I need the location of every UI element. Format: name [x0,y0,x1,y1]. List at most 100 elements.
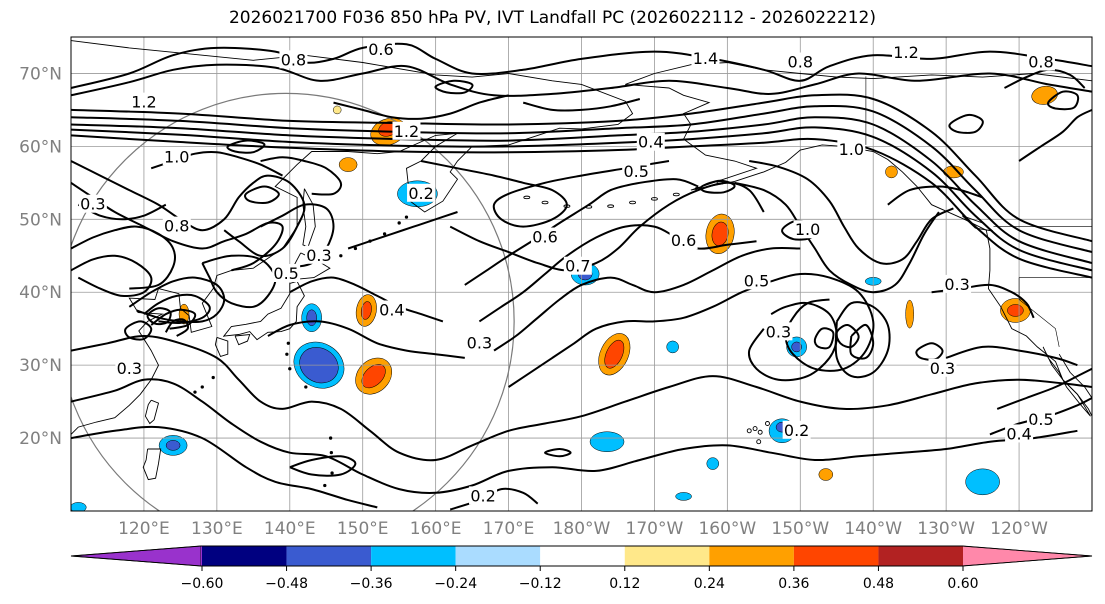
small-island [329,451,334,455]
small-island [404,215,409,219]
contour-label: 1.0 [839,140,864,159]
pv-negative-area [706,457,720,470]
contour-label: 1.2 [893,43,918,62]
contour-label: 0.5 [273,264,298,283]
pv-negative-core [165,440,181,451]
ivt-contour-line [478,224,757,323]
small-island [248,529,250,531]
latitude-tick-label: 60°N [19,137,62,157]
ivt-contour-line [834,301,891,379]
contour-label: 1.4 [693,49,718,68]
contour-label-mask [272,264,301,282]
contour-label: 0.3 [766,322,791,341]
ivt-contour-loop [244,185,280,205]
latitude-tick-label: 30°N [19,356,62,376]
ivt-contour-loop [699,179,736,194]
colorbar-bin [793,546,879,566]
aleutian-island [607,204,615,208]
contour-label: 0.6 [671,231,696,250]
ivt-contour-line [887,185,983,206]
ivt-contour-line [143,293,211,325]
contour-label: 1.2 [394,122,419,141]
ivt-contour-line [420,160,670,228]
contour-label: 0.4 [638,133,663,152]
colorbar-bin [286,546,372,566]
small-island [353,246,358,251]
contour-label: 0.3 [930,359,955,378]
contour-label: 0.7 [565,257,590,276]
contour-label: 0.8 [281,50,306,69]
longitude-tick-label: 150°E [337,519,389,539]
ivt-contour-line [71,181,284,272]
contour-label: 0.3 [117,359,142,378]
contour-label-mask [636,132,665,151]
ivt-contour-line [464,178,699,286]
longitude-tick-label: 140°W [844,519,902,539]
contour-label: 0.5 [1028,410,1053,429]
small-island [211,375,215,380]
ivt-contour-line [71,334,1092,462]
hawaiian-island [752,426,758,432]
contour-label: 0.2 [470,486,495,505]
colorbar-bin [202,546,287,566]
graticule [71,37,1092,511]
small-island [330,471,334,475]
colorbar-tick-label: −0.36 [350,576,393,592]
colorbar-bin [455,546,541,566]
small-island [328,436,333,440]
colorbar-bin [878,546,963,566]
ivt-contour-line [747,301,838,382]
contour-label-mask [78,194,107,213]
contour-label: 0.3 [467,333,492,352]
ivt-contour-line [71,104,1092,254]
ivt-contour-loop [1047,90,1080,111]
contour-label-mask [469,486,498,505]
coastline [142,448,162,481]
colorbar-tick-label: −0.12 [519,576,562,592]
coastline [1058,353,1092,399]
ivt-contour-loop [948,113,984,134]
ivt-contour-line [493,246,801,352]
colorbar-bin [540,546,625,566]
ivt-contour-line [71,93,1092,243]
plot-title: 2026021700 F036 850 hPa PV, IVT Landfall… [228,8,876,28]
contour-label-mask [115,358,144,377]
ivt-contour-line [260,156,343,196]
small-island [193,390,197,394]
contour-label-mask [1026,52,1055,71]
contour-label: 0.4 [1006,424,1031,443]
contour-label: 0.5 [623,162,648,181]
aleutian-island [523,195,531,200]
colorbar-bin [371,546,456,566]
longitude-tick-label: 120°E [118,519,170,539]
ivt-contour-line [849,323,875,360]
ivt-contour-line [945,345,1078,367]
latitude-tick-label: 20°N [19,429,62,449]
ivt-contour-line [164,318,189,337]
pv-positive-core [361,364,386,389]
ivt-contour-loop [915,342,944,361]
ivt-contour-line [71,254,153,298]
ivt-contour-loop [543,447,572,458]
colorbar-tick-label: −0.48 [265,576,308,592]
contour-label: 1.0 [164,147,189,166]
longitude-tick-label: 160°E [410,519,462,539]
longitude-tick-label: 130°E [191,519,243,539]
contour-label-mask [943,274,972,293]
hawaiian-island [765,421,770,426]
longitude-labels: 120°E 130°E 140°E 150°E 160°E 170°E 180°W 170°W… [118,519,1048,539]
ivt-contour-line [71,63,1092,97]
pv-negative-area [675,492,692,501]
latitude-labels: 70°N 60°N 50°N 40°N 30°N 20°N [19,64,62,449]
contour-label: 0.5 [744,271,769,290]
contour-label-mask [1026,409,1055,428]
pv-positive-light [332,105,342,115]
colorbar: −0.60 −0.48 −0.36 −0.24 −0.12 0.12 0.24 0.36 0.4… [70,545,1093,592]
ivt-contour-loop [813,327,835,350]
border-line [1018,277,1060,347]
contour-label-mask [764,322,793,341]
hawaiian-island [757,429,763,435]
contour-label: 1.0 [795,220,820,239]
